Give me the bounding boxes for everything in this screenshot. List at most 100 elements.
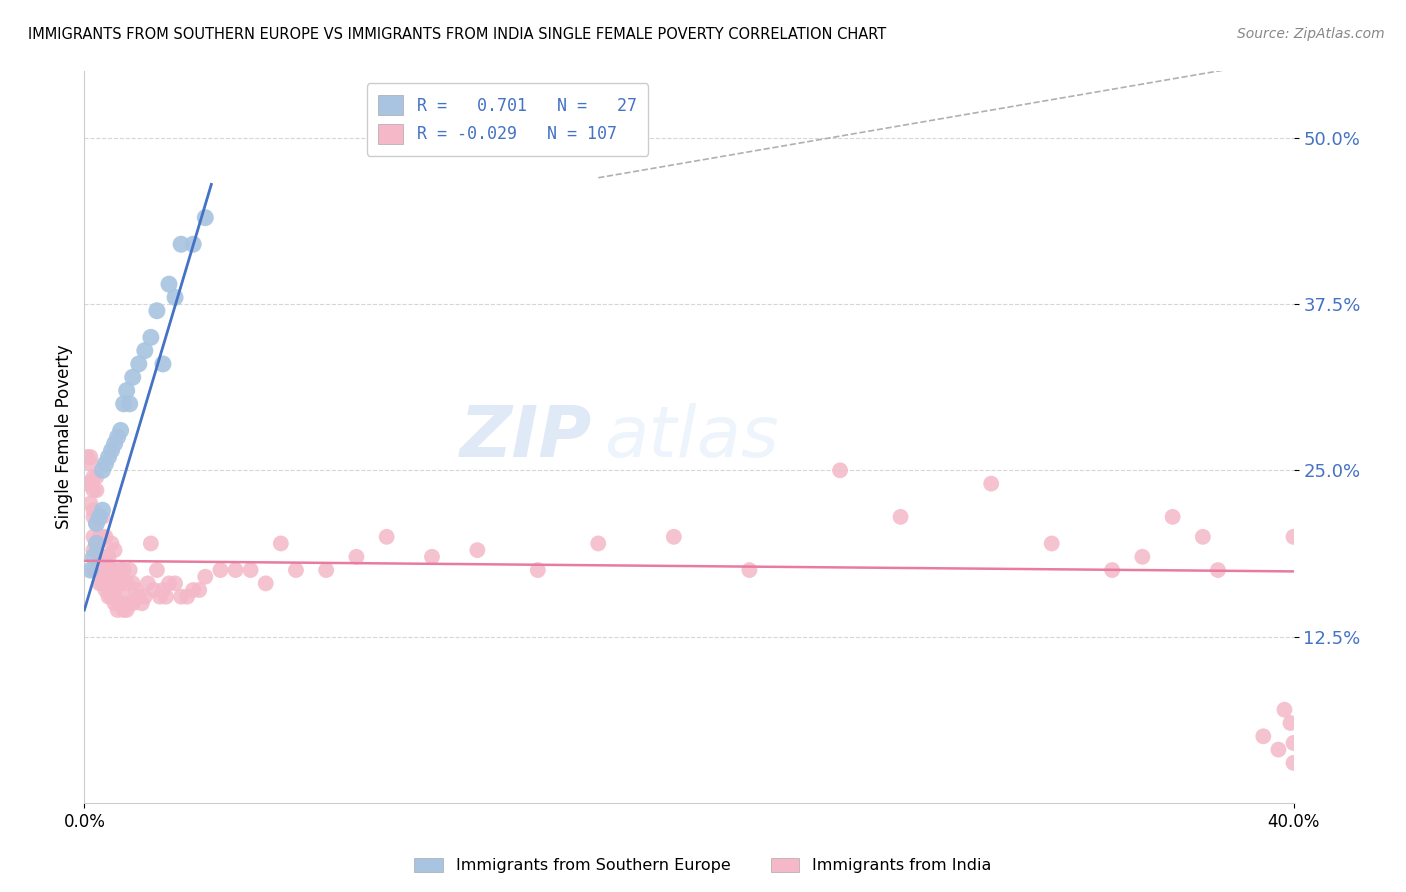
- Point: [100, 576, 122, 591]
- Point: [146, 563, 169, 577]
- Point: [94, 457, 117, 471]
- Point: [1282, 736, 1305, 750]
- Text: IMMIGRANTS FROM SOUTHERN EUROPE VS IMMIGRANTS FROM INDIA SINGLE FEMALE POVERTY C: IMMIGRANTS FROM SOUTHERN EUROPE VS IMMIG…: [28, 27, 886, 42]
- Point: [176, 590, 198, 604]
- Point: [104, 543, 127, 558]
- Point: [100, 563, 122, 577]
- Point: [134, 590, 156, 604]
- Point: [239, 563, 262, 577]
- Point: [170, 237, 193, 252]
- Point: [82, 530, 104, 544]
- Point: [97, 590, 120, 604]
- Point: [420, 549, 443, 564]
- Point: [152, 582, 174, 597]
- Point: [1279, 716, 1302, 731]
- Point: [79, 457, 101, 471]
- Point: [890, 509, 912, 524]
- Point: [139, 536, 162, 550]
- Point: [110, 596, 132, 610]
- Point: [86, 516, 108, 531]
- Point: [1282, 756, 1305, 770]
- Point: [100, 590, 122, 604]
- Point: [209, 563, 232, 577]
- Point: [82, 543, 104, 558]
- Point: [82, 503, 104, 517]
- Point: [91, 576, 114, 591]
- Point: [76, 476, 98, 491]
- Point: [315, 563, 337, 577]
- Point: [136, 576, 159, 591]
- Point: [82, 509, 104, 524]
- Point: [1206, 563, 1229, 577]
- Point: [86, 470, 108, 484]
- Point: [100, 536, 122, 550]
- Point: [1282, 530, 1305, 544]
- Point: [100, 443, 122, 458]
- Point: [270, 536, 292, 550]
- Point: [91, 503, 114, 517]
- Point: [163, 576, 186, 591]
- Point: [91, 463, 114, 477]
- Point: [110, 576, 132, 591]
- Point: [94, 582, 117, 597]
- Point: [181, 582, 204, 597]
- Text: atlas: atlas: [605, 402, 779, 472]
- Point: [104, 582, 127, 597]
- Point: [188, 582, 211, 597]
- Point: [107, 576, 129, 591]
- Text: Source: ZipAtlas.com: Source: ZipAtlas.com: [1237, 27, 1385, 41]
- Point: [104, 596, 127, 610]
- Point: [82, 483, 104, 498]
- Point: [146, 303, 169, 318]
- Point: [89, 530, 111, 544]
- Point: [1101, 563, 1123, 577]
- Legend: R =   0.701   N =   27, R = -0.029   N = 107: R = 0.701 N = 27, R = -0.029 N = 107: [367, 83, 648, 156]
- Point: [254, 576, 277, 591]
- Point: [194, 570, 217, 584]
- Point: [86, 536, 108, 550]
- Point: [107, 603, 129, 617]
- Point: [980, 476, 1002, 491]
- Point: [86, 483, 108, 498]
- Point: [134, 343, 156, 358]
- Point: [86, 563, 108, 577]
- Point: [155, 590, 177, 604]
- Point: [139, 330, 162, 344]
- Point: [79, 476, 101, 491]
- Point: [94, 549, 117, 564]
- Point: [467, 543, 489, 558]
- Point: [128, 357, 150, 371]
- Point: [112, 590, 135, 604]
- Point: [1191, 530, 1213, 544]
- Point: [1251, 729, 1274, 743]
- Point: [97, 549, 120, 564]
- Point: [738, 563, 761, 577]
- Point: [110, 563, 132, 577]
- Point: [1267, 742, 1289, 756]
- Point: [157, 277, 180, 292]
- Point: [91, 509, 114, 524]
- Point: [94, 563, 117, 577]
- Point: [104, 563, 127, 577]
- Point: [375, 530, 398, 544]
- Point: [1161, 509, 1184, 524]
- Point: [346, 549, 368, 564]
- Point: [163, 290, 186, 304]
- Point: [82, 563, 104, 577]
- Point: [121, 370, 143, 384]
- Point: [97, 570, 120, 584]
- Point: [79, 563, 101, 577]
- Point: [110, 424, 132, 438]
- Point: [89, 563, 111, 577]
- Point: [89, 509, 111, 524]
- Point: [142, 582, 165, 597]
- Point: [76, 450, 98, 464]
- Point: [115, 384, 138, 398]
- Point: [118, 563, 141, 577]
- Point: [1130, 549, 1153, 564]
- Point: [115, 576, 138, 591]
- Y-axis label: Single Female Poverty: Single Female Poverty: [55, 345, 73, 529]
- Point: [1040, 536, 1063, 550]
- Point: [112, 397, 135, 411]
- Point: [662, 530, 685, 544]
